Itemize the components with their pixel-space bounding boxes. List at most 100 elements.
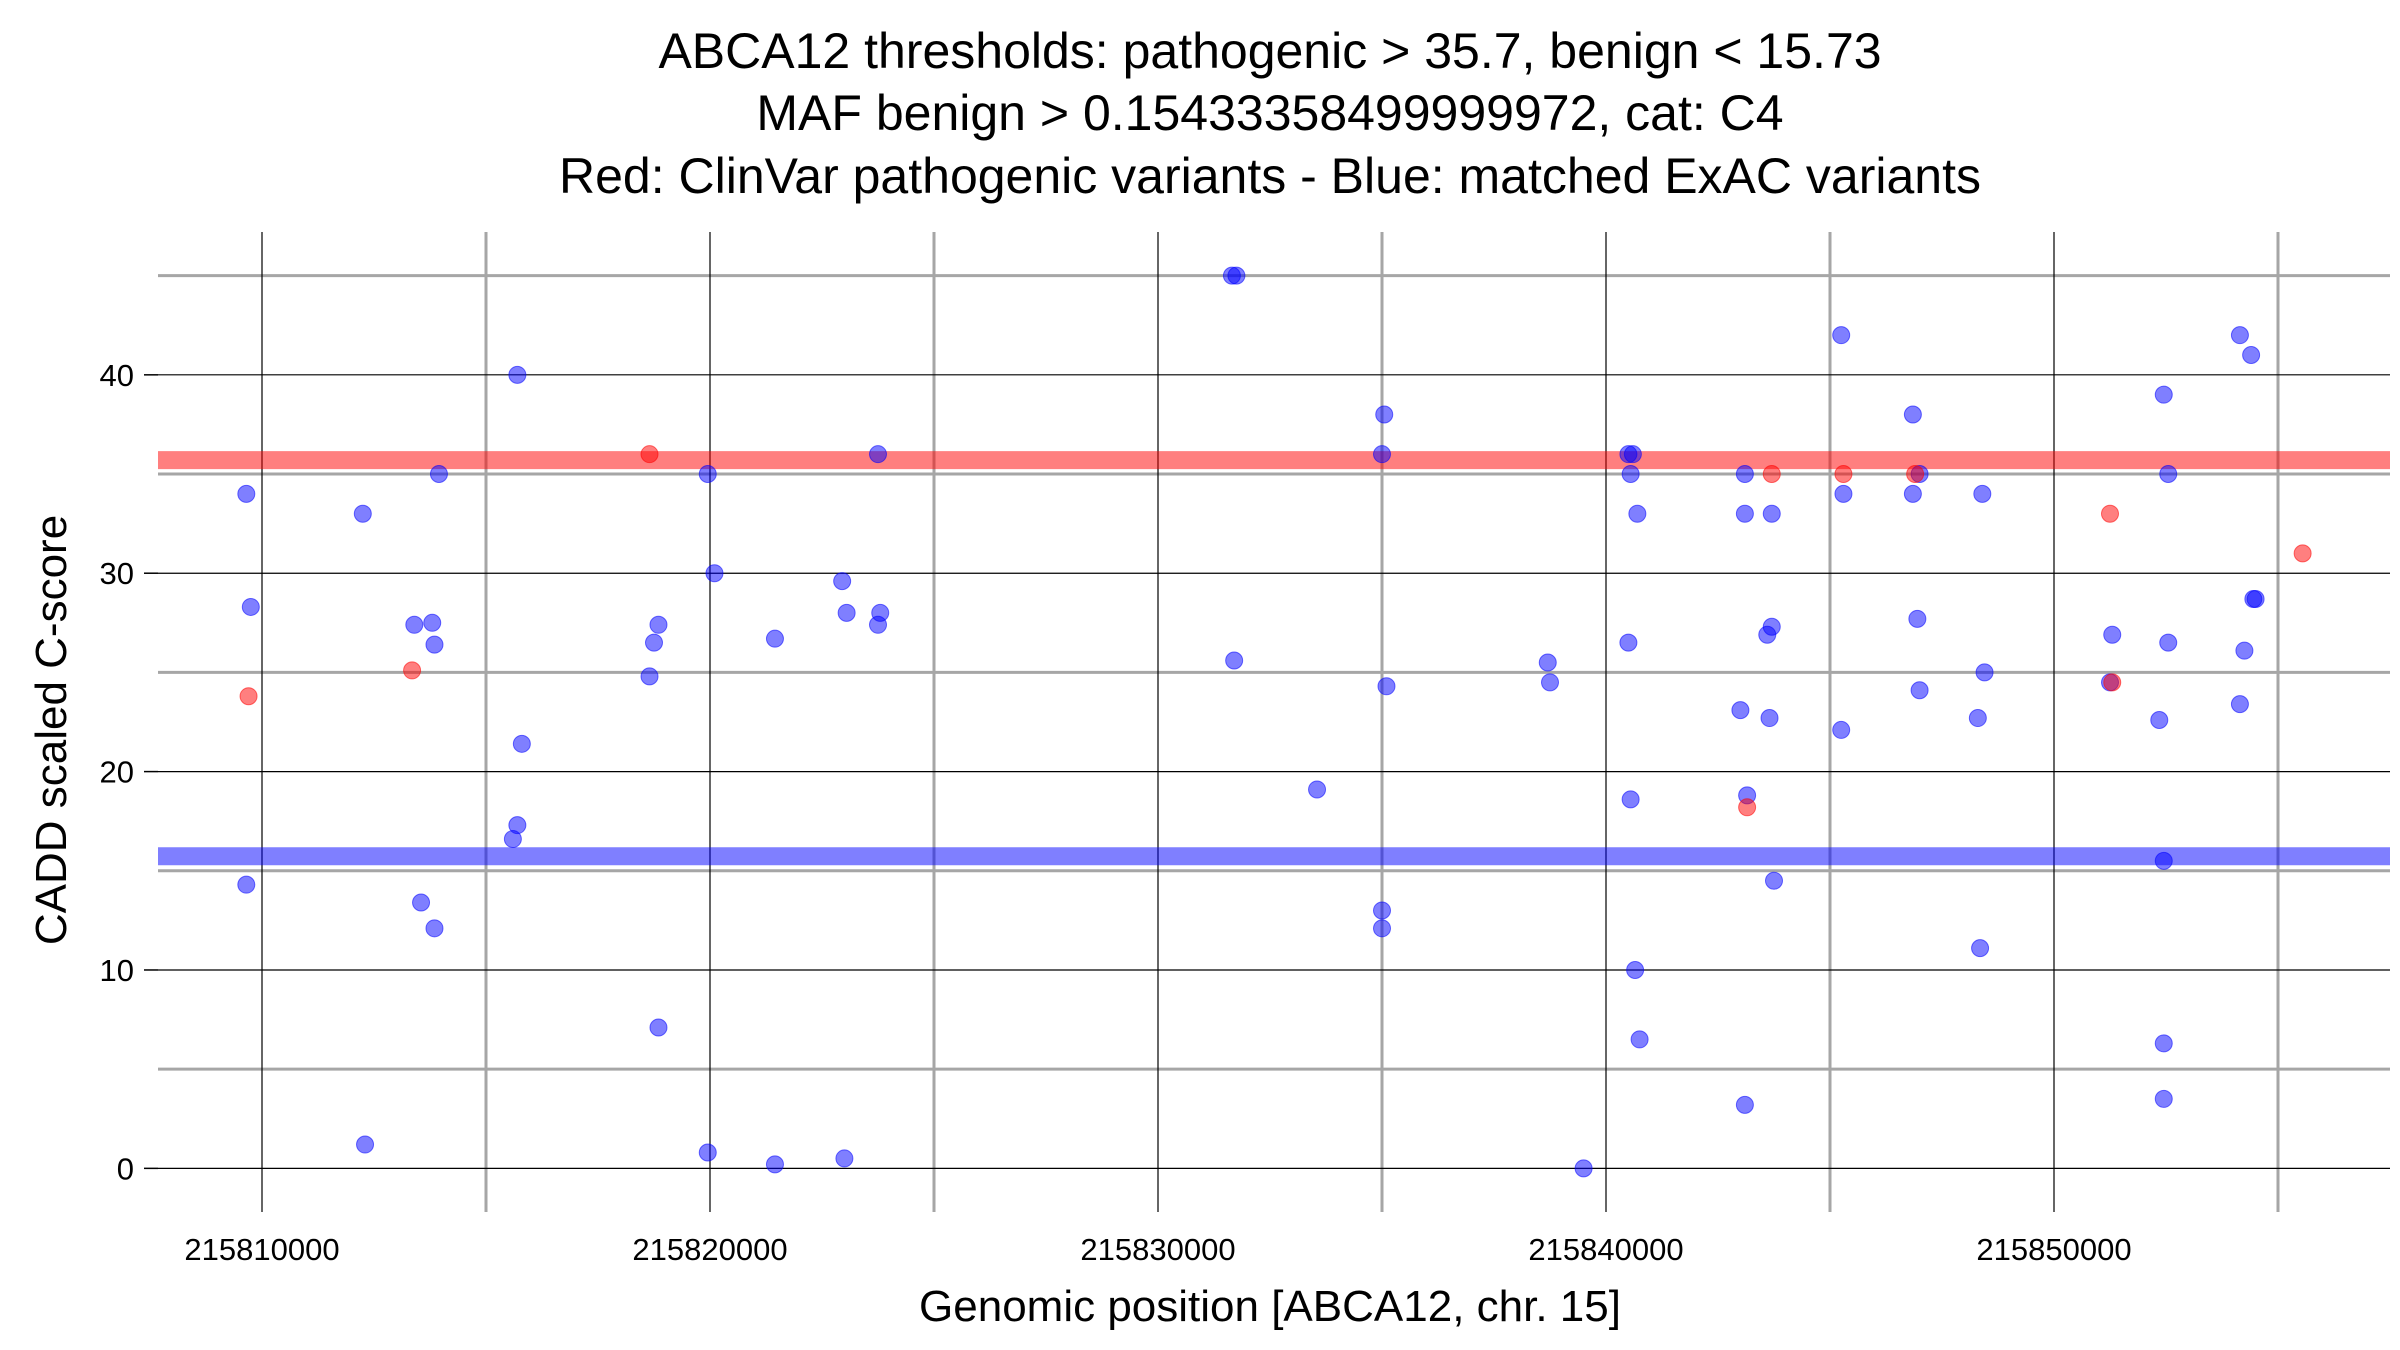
data-point <box>412 893 431 912</box>
data-point <box>1968 709 1987 728</box>
x-tick-label: 215830000 <box>1080 1232 1235 1267</box>
data-point <box>2103 625 2122 644</box>
data-point <box>1373 445 1391 464</box>
data-points <box>237 266 2312 1178</box>
data-point <box>1621 790 1640 809</box>
data-point <box>1225 651 1244 670</box>
data-point <box>698 1143 717 1162</box>
data-point <box>1762 465 1781 484</box>
data-point <box>833 572 852 591</box>
data-point <box>705 564 724 583</box>
data-point <box>765 1155 784 1174</box>
grid-lines <box>158 232 2390 1212</box>
series-exac-matched <box>237 266 2265 1178</box>
series-clinvar-pathogenic <box>239 445 2312 817</box>
data-point <box>1760 709 1779 728</box>
data-point <box>1971 939 1990 958</box>
data-point <box>1903 484 1922 503</box>
y-tick-label: 40 <box>100 358 134 393</box>
x-tick-label: 215840000 <box>1528 1232 1683 1267</box>
data-point <box>835 1149 854 1168</box>
data-point <box>1377 677 1396 696</box>
threshold-lines <box>158 451 2390 866</box>
data-point <box>1973 484 1992 503</box>
data-point <box>649 1018 668 1037</box>
data-point <box>1630 1030 1649 1049</box>
data-point <box>1619 633 1638 652</box>
data-point <box>2293 544 2312 563</box>
axis-ticks: 0 10 20 30 40 215810000 215820000 215830000 2158… <box>100 358 2132 1267</box>
data-point <box>2154 1034 2173 1053</box>
data-point <box>1628 504 1647 523</box>
data-point <box>1910 681 1929 700</box>
data-point <box>640 445 659 464</box>
data-point <box>353 504 372 523</box>
data-point <box>1834 484 1853 503</box>
data-point <box>1903 405 1922 424</box>
data-point <box>2154 851 2173 870</box>
y-tick-label: 10 <box>100 953 134 988</box>
data-point <box>837 603 856 622</box>
data-point <box>237 875 256 894</box>
data-point <box>423 613 442 632</box>
data-point <box>1765 871 1783 890</box>
data-point <box>1906 465 1925 484</box>
data-point <box>405 615 424 634</box>
data-point <box>2154 385 2173 404</box>
data-point <box>403 661 422 680</box>
data-point <box>512 734 531 753</box>
data-point <box>765 629 784 648</box>
data-point <box>1908 609 1927 628</box>
data-point <box>1626 960 1645 979</box>
data-point <box>1574 1159 1593 1178</box>
data-point <box>2103 673 2122 692</box>
y-tick-label: 30 <box>100 556 134 591</box>
data-point <box>2246 590 2265 609</box>
data-point <box>1762 617 1781 636</box>
chart-title: ABCA12 thresholds: pathogenic > 35.7, be… <box>559 23 1981 204</box>
data-point <box>508 365 527 384</box>
data-point <box>1762 504 1781 523</box>
x-tick-label: 215850000 <box>1976 1232 2131 1267</box>
data-point <box>237 484 256 503</box>
y-axis-title: CADD scaled C-score <box>27 515 76 945</box>
data-point <box>1731 701 1750 720</box>
data-point <box>356 1135 375 1154</box>
data-point <box>1834 465 1853 484</box>
x-tick-label: 215820000 <box>632 1232 787 1267</box>
data-point <box>869 445 887 464</box>
data-point <box>425 919 444 938</box>
data-point <box>425 635 444 654</box>
x-tick-label: 215810000 <box>184 1232 339 1267</box>
data-point <box>869 615 887 634</box>
data-point <box>2154 1089 2173 1108</box>
data-point <box>2159 633 2178 652</box>
data-point <box>1735 504 1754 523</box>
data-point <box>1373 901 1391 920</box>
data-point <box>429 465 448 484</box>
data-point <box>698 465 717 484</box>
data-point <box>2101 504 2119 523</box>
title-line-2: MAF benign > 0.15433358499999972, cat: C… <box>756 85 1783 141</box>
data-point <box>1735 1095 1754 1114</box>
data-point <box>2230 326 2249 345</box>
data-point <box>2150 711 2169 730</box>
data-point <box>1308 780 1327 799</box>
data-point <box>1227 266 1246 285</box>
data-point <box>1373 919 1391 938</box>
data-point <box>2230 695 2249 714</box>
data-point <box>1738 798 1757 817</box>
data-point <box>503 830 522 849</box>
data-point <box>1621 465 1640 484</box>
data-point <box>2235 641 2254 660</box>
data-point <box>645 633 663 652</box>
data-point <box>1735 465 1754 484</box>
data-point <box>2242 345 2261 364</box>
data-point <box>649 615 668 634</box>
y-tick-label: 0 <box>117 1151 134 1186</box>
title-line-3: Red: ClinVar pathogenic variants - Blue:… <box>559 148 1981 204</box>
data-point <box>1541 673 1559 692</box>
data-point <box>1832 326 1851 345</box>
y-tick-label: 20 <box>100 755 134 790</box>
data-point <box>1623 445 1642 464</box>
